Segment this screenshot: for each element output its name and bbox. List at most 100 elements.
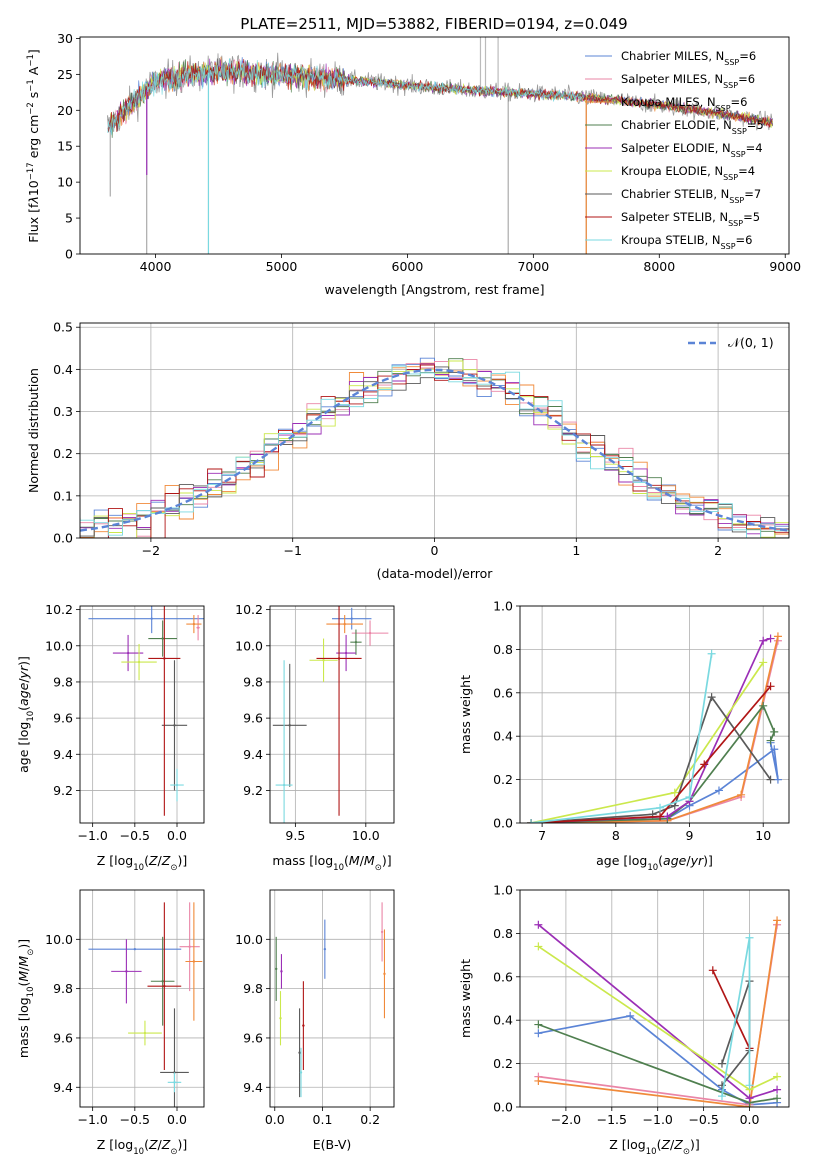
figure-title: PLATE=2511, MJD=53882, FIBERID=0194, z=0… bbox=[240, 15, 627, 33]
y-axis-label: Flux [fλ10−17 erg cm−2 s−1 A−1] bbox=[26, 49, 41, 243]
y-tick-label: 9.4 bbox=[53, 1080, 73, 1095]
label-part: −17 bbox=[26, 162, 36, 180]
label-part: yr bbox=[690, 853, 704, 868]
label-part: ( bbox=[16, 982, 31, 987]
label-part: ( bbox=[144, 853, 149, 868]
label-part: age bbox=[663, 853, 687, 868]
label-part: (data-model)/error bbox=[377, 566, 494, 581]
legend-name: Salpeter MILES, N bbox=[621, 72, 723, 86]
label-part: −1 bbox=[26, 79, 36, 92]
label-part: ( bbox=[144, 1137, 149, 1152]
model-spectrum-kroupa-stelib bbox=[107, 58, 585, 135]
x-tick-label: 0.1 bbox=[313, 1112, 333, 1127]
weight-marker-salpeter-stelib bbox=[700, 760, 709, 769]
y-tick-label: 25 bbox=[57, 67, 73, 82]
y-tick-label: 0 bbox=[65, 247, 73, 262]
y-tick-label: 10.2 bbox=[45, 602, 73, 617]
x-axis-label: Z [log10(Z/Z⊙)] bbox=[609, 1137, 699, 1157]
label-part: 10 bbox=[26, 711, 36, 722]
weight-marker-chabrier-elodie bbox=[770, 727, 779, 736]
grid bbox=[520, 605, 789, 824]
weight-marker-salpeter-elodie bbox=[759, 636, 768, 645]
weight-marker-salpeter-elodie bbox=[663, 812, 672, 821]
x-tick-label: 1 bbox=[572, 543, 580, 558]
weight-marker-chabrier-stelib bbox=[717, 1059, 726, 1068]
label-part: Flux [f bbox=[26, 203, 41, 243]
weight-marker-chabrier-stelib bbox=[766, 775, 775, 784]
point-kroupa-miles bbox=[343, 622, 346, 626]
weight-marker-salpeter-stelib bbox=[766, 682, 775, 691]
label-part: Z bbox=[673, 1137, 683, 1152]
y-tick-label: 20 bbox=[57, 103, 73, 118]
plot-area bbox=[275, 902, 386, 1098]
x-tick-label: 0 bbox=[431, 543, 439, 558]
label-part: M bbox=[364, 853, 375, 868]
weight-line-salpeter-stelib bbox=[531, 685, 772, 823]
grid bbox=[270, 606, 394, 823]
point-salpeter-stelib bbox=[163, 657, 166, 660]
label-part: / bbox=[158, 1137, 163, 1152]
point-kroupa-miles bbox=[192, 622, 196, 626]
y-tick-label: 10.0 bbox=[45, 638, 73, 653]
legend-entry: Salpeter MILES, NSSP=6 bbox=[621, 72, 755, 90]
y-tick-label: 0.0 bbox=[53, 531, 73, 546]
y-tick-label: 0.6 bbox=[493, 685, 513, 700]
label-part: )] bbox=[382, 853, 392, 868]
x-tick-label: 8 bbox=[612, 828, 620, 843]
label-part: / bbox=[686, 853, 691, 868]
weight-marker-chabrier-miles bbox=[534, 1029, 543, 1038]
point-chabrier-elodie bbox=[354, 640, 358, 644]
label-part: −2 bbox=[26, 102, 36, 115]
y-tick-label: 10.2 bbox=[235, 602, 263, 617]
label-part: Z bbox=[148, 1137, 158, 1152]
weight-marker-kroupa-stelib bbox=[717, 1092, 726, 1101]
point-kroupa-stelib bbox=[175, 783, 179, 787]
x-tick-label: 6000 bbox=[392, 259, 424, 274]
point-salpeter-stelib bbox=[302, 1024, 305, 1027]
axes-frame bbox=[79, 889, 205, 1108]
point-chabrier-stelib bbox=[173, 724, 176, 727]
point-chabrier-stelib bbox=[288, 724, 291, 727]
weight-marker-kroupa-elodie bbox=[773, 1072, 782, 1081]
x-tick-label: −0.5 bbox=[688, 1112, 718, 1127]
x-axis-label: (data-model)/error bbox=[377, 566, 494, 581]
y-axis-label: mass weight bbox=[458, 959, 473, 1038]
point-salpeter-miles bbox=[380, 930, 384, 934]
x-tick-label: 10.0 bbox=[352, 828, 380, 843]
x-tick-label: −2.0 bbox=[551, 1112, 581, 1127]
label-part: mass [log bbox=[16, 997, 31, 1058]
x-tick-label: 0.0 bbox=[265, 1112, 285, 1127]
label-part: age bbox=[16, 682, 31, 706]
y-tick-label: 1.0 bbox=[493, 599, 513, 614]
weight-marker-salpeter-elodie bbox=[766, 634, 775, 643]
legend-count: =6 bbox=[739, 49, 756, 63]
point-kroupa-elodie bbox=[279, 1017, 282, 1020]
label-part: yr bbox=[16, 665, 31, 679]
x-tick-label: 9000 bbox=[769, 259, 801, 274]
axes-age_vs_Z: −1.0 −0.5 0.09.29.49.69.810.010.2Z [log10(… bbox=[16, 602, 205, 873]
weight-marker-kroupa-miles bbox=[773, 916, 782, 925]
label-part: A bbox=[26, 66, 41, 79]
y-tick-label: 0.0 bbox=[493, 1100, 513, 1115]
plot-area bbox=[272, 606, 389, 823]
point-chabrier-miles bbox=[323, 947, 327, 951]
x-tick-label: 5000 bbox=[266, 259, 298, 274]
y-tick-label: 9.8 bbox=[53, 981, 73, 996]
weight-marker-kroupa-stelib bbox=[527, 819, 536, 823]
y-tick-label: 30 bbox=[57, 31, 73, 46]
y-tick-label: 9.4 bbox=[53, 747, 73, 762]
y-tick-label: 9.6 bbox=[243, 1030, 263, 1045]
x-tick-label: 7 bbox=[538, 828, 546, 843]
y-axis-label: age [log10(age/yr)] bbox=[16, 656, 36, 773]
y-tick-label: 0.5 bbox=[53, 320, 73, 335]
point-salpeter-elodie bbox=[125, 970, 128, 973]
label-part: 10 bbox=[647, 863, 658, 873]
label-part: )] bbox=[16, 656, 31, 666]
label-part: 10 bbox=[26, 180, 41, 196]
label-part: −1 bbox=[26, 54, 36, 67]
y-tick-label: 0.1 bbox=[53, 488, 73, 503]
axes-spectrum: 4000 5000 6000 7000 8000 9000 0 5 10 15 20 25 30 wave… bbox=[26, 31, 801, 297]
legend-sub: SSP bbox=[716, 104, 731, 113]
axes-mass_vs_Z: −1.0 −0.5 0.09.49.69.810.0Z [log10(Z/Z⊙)]m… bbox=[16, 889, 205, 1157]
